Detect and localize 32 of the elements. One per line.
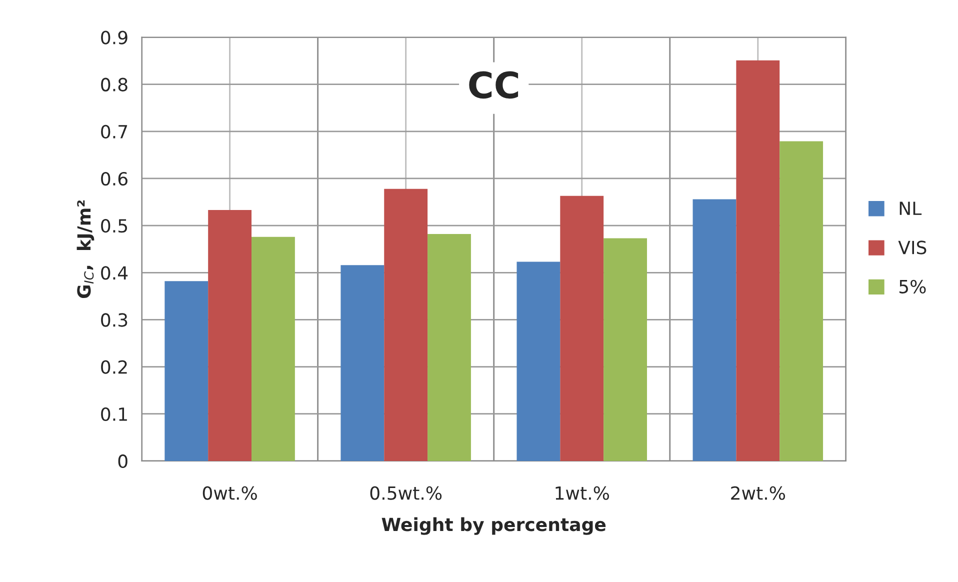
bar (736, 60, 780, 461)
legend-label: 5% (899, 280, 926, 294)
bar (164, 281, 208, 461)
bar (340, 265, 384, 461)
bar (516, 262, 560, 461)
text: CC (469, 71, 518, 99)
bar (384, 188, 428, 461)
bar (428, 234, 471, 461)
legend-label: NL (900, 202, 922, 215)
y-tick-label: 0.1 (101, 407, 127, 421)
x-tick-label: 0.5wt.% (370, 486, 442, 500)
x-axis-title: Weight by percentage (382, 517, 606, 535)
y-tick-label: 0.9 (101, 30, 128, 44)
x-tick-label: 0wt.% (202, 486, 257, 500)
legend-label: VIS (898, 240, 926, 254)
y-tick-label: 0.3 (101, 313, 128, 327)
x-tick-label: 2wt.% (731, 486, 786, 500)
bar (560, 196, 604, 461)
y-tick-label: 0 (118, 454, 128, 468)
x-tick-label: 1wt.% (556, 486, 609, 500)
bar (692, 199, 736, 461)
y-tick-label: 0.6 (101, 172, 128, 186)
bar (780, 141, 824, 461)
bar (208, 210, 252, 461)
y-tick-label: 0.7 (101, 124, 128, 139)
y-axis-title: G$_{IC}$, kJ/m² (76, 200, 94, 298)
bar (252, 236, 295, 461)
y-tick-label: 0.4 (101, 266, 128, 280)
y-tick-label: 0.2 (101, 360, 127, 374)
bar (604, 238, 647, 461)
y-tick-label: 0.5 (101, 219, 128, 233)
y-tick-label: 0.8 (101, 78, 128, 92)
